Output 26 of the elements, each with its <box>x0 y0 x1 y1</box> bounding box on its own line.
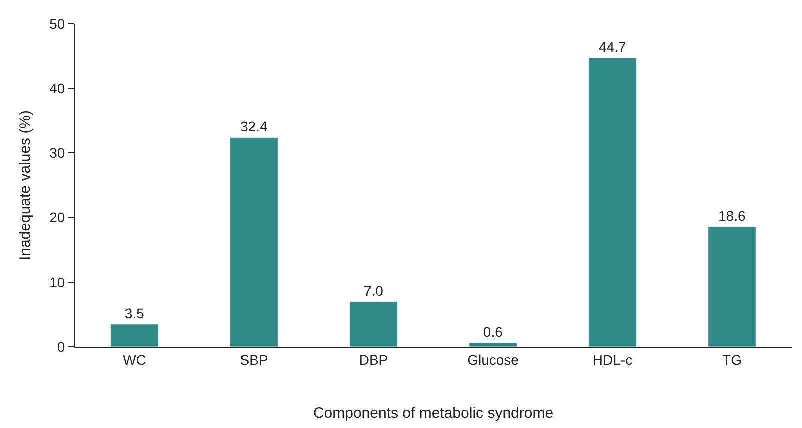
bar <box>350 302 398 347</box>
x-tick-label: HDL-c <box>592 352 633 368</box>
bar <box>110 324 159 347</box>
y-tick-label: 20 <box>50 210 66 226</box>
x-tick-label: WC <box>123 352 146 368</box>
x-tick-label: SBP <box>240 352 268 368</box>
x-tick-label: Glucose <box>468 352 520 368</box>
x-tick-label: TG <box>722 352 742 368</box>
bar <box>708 226 756 347</box>
y-tick-label: 40 <box>50 80 66 96</box>
y-tick-label: 0 <box>57 338 66 355</box>
bar <box>588 58 637 347</box>
bar <box>230 137 278 347</box>
data-label: 44.7 <box>599 39 626 56</box>
data-label: 7.0 <box>364 282 384 299</box>
y-tick-label: 10 <box>50 274 66 290</box>
y-axis-title: Inadequate values (%) <box>16 110 34 261</box>
data-label: 0.6 <box>483 324 504 340</box>
data-label: 18.6 <box>718 208 746 224</box>
y-tick-label: 50 <box>50 16 66 32</box>
y-tick-label: 30 <box>50 145 66 162</box>
x-tick-label: DBP <box>359 352 388 368</box>
x-axis-title: Components of metabolic syndrome <box>313 404 554 422</box>
bar <box>469 342 518 347</box>
data-label: 32.4 <box>240 118 268 135</box>
data-label: 3.5 <box>124 305 145 322</box>
